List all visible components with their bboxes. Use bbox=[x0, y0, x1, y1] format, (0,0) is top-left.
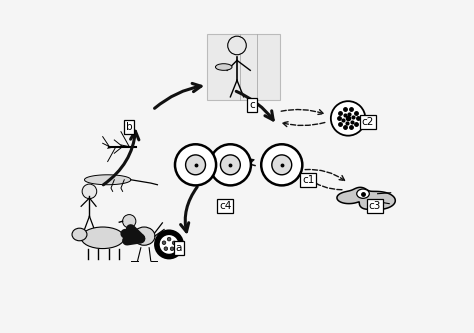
Text: c2: c2 bbox=[362, 117, 374, 127]
Ellipse shape bbox=[357, 189, 369, 198]
Circle shape bbox=[159, 234, 179, 254]
Circle shape bbox=[162, 241, 166, 244]
Circle shape bbox=[186, 155, 206, 175]
Circle shape bbox=[228, 36, 246, 55]
Ellipse shape bbox=[72, 228, 87, 241]
Ellipse shape bbox=[216, 64, 232, 70]
Circle shape bbox=[272, 155, 292, 175]
Circle shape bbox=[167, 237, 171, 241]
Circle shape bbox=[170, 247, 174, 250]
Circle shape bbox=[155, 230, 183, 258]
Circle shape bbox=[123, 214, 136, 228]
Text: c4: c4 bbox=[219, 201, 232, 211]
FancyBboxPatch shape bbox=[207, 34, 280, 100]
Circle shape bbox=[331, 101, 365, 136]
Text: c1: c1 bbox=[302, 175, 314, 185]
Circle shape bbox=[175, 144, 216, 185]
Text: c: c bbox=[249, 100, 255, 110]
Text: b: b bbox=[126, 122, 133, 132]
Text: a: a bbox=[176, 243, 182, 253]
Ellipse shape bbox=[81, 227, 124, 248]
Polygon shape bbox=[337, 187, 395, 210]
Ellipse shape bbox=[133, 227, 155, 245]
Polygon shape bbox=[84, 175, 131, 185]
Text: c3: c3 bbox=[368, 201, 381, 211]
Circle shape bbox=[82, 184, 97, 199]
Circle shape bbox=[172, 241, 176, 245]
Circle shape bbox=[261, 144, 302, 185]
Circle shape bbox=[164, 247, 168, 250]
Circle shape bbox=[220, 155, 240, 175]
Circle shape bbox=[210, 144, 251, 185]
